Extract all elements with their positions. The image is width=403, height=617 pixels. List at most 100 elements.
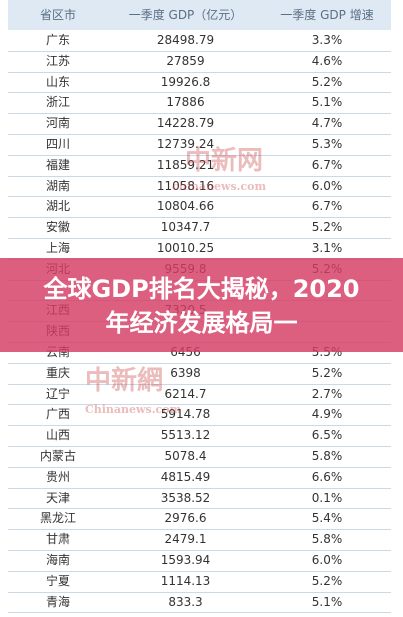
cell: 海南 xyxy=(45,553,70,567)
row-line xyxy=(8,508,391,510)
watermark: 中新網 xyxy=(85,366,164,396)
cell: 贵州 xyxy=(45,469,70,484)
cell: 1114.13 xyxy=(160,573,211,588)
watermark: 中新网 xyxy=(185,146,264,176)
cell: 福建 xyxy=(45,157,70,172)
cell: 3.3% xyxy=(311,33,343,47)
row-line xyxy=(8,425,391,427)
cell: 天津 xyxy=(45,490,70,505)
cell: 辽宁 xyxy=(45,386,70,401)
cell: 4.7% xyxy=(311,116,343,131)
cell: 5.1% xyxy=(311,594,343,609)
row-line xyxy=(8,92,391,94)
cell: 14228.79 xyxy=(156,116,215,131)
cell: 6.5% xyxy=(311,428,343,443)
cell: 6.7% xyxy=(311,199,343,214)
row-line xyxy=(8,404,391,406)
row-line xyxy=(8,612,391,614)
row-line xyxy=(8,217,391,219)
row-line xyxy=(8,175,391,177)
cell: 甘肃 xyxy=(45,532,70,547)
header-cell: 一季度 GDP（亿元） xyxy=(128,8,243,22)
cell: 山西 xyxy=(45,428,70,443)
row-line xyxy=(8,50,391,52)
row-line xyxy=(8,487,391,489)
cell: 河南 xyxy=(45,116,70,131)
cell: 5.2% xyxy=(311,74,343,89)
watermark: chinanews.com xyxy=(172,180,267,193)
cell: 6.7% xyxy=(311,157,343,172)
cell: 5078.4 xyxy=(164,449,207,463)
cell: 2.7% xyxy=(311,386,343,401)
cell: 6398 xyxy=(170,365,201,380)
row-line xyxy=(8,570,391,572)
row-line xyxy=(8,529,391,531)
cell: 11859.21 xyxy=(156,157,215,172)
cell: 重庆 xyxy=(45,365,70,380)
cell: 4815.49 xyxy=(160,469,211,484)
cell: 浙江 xyxy=(45,95,70,110)
cell: 3538.52 xyxy=(160,490,211,505)
cell: 0.1% xyxy=(311,490,343,505)
cell: 5.1% xyxy=(311,95,343,110)
row-line xyxy=(8,383,391,385)
cell: 27859 xyxy=(166,53,205,68)
cell: 5.8% xyxy=(311,449,343,463)
cell: 10010.25 xyxy=(156,241,215,255)
cell: 28498.79 xyxy=(156,33,215,47)
cell: 安徽 xyxy=(45,220,70,235)
cell: 江苏 xyxy=(45,53,70,68)
row-line xyxy=(8,134,391,135)
cell: 5.2% xyxy=(311,220,343,235)
cell: 1593.94 xyxy=(160,553,211,567)
cell: 5.8% xyxy=(311,532,343,547)
cell: 四川 xyxy=(45,137,70,151)
cell: 10804.66 xyxy=(156,199,215,214)
cell: 4.9% xyxy=(311,407,343,422)
cell: 5.3% xyxy=(311,137,343,151)
cell: 11058.16 xyxy=(156,178,215,193)
cell: 宁夏 xyxy=(45,573,70,588)
cell: 湖南 xyxy=(45,178,70,193)
cell: 6.6% xyxy=(311,469,343,484)
row-line xyxy=(8,113,391,115)
banner: 全球GDP排名大揭秘，2020年经济发展格局一 xyxy=(0,258,403,352)
cell: 2479.1 xyxy=(164,532,207,547)
cell: 内蒙古 xyxy=(39,449,76,463)
header-cell: 省区市 xyxy=(39,8,76,22)
cell: 6214.7 xyxy=(164,386,207,401)
cell: 6.0% xyxy=(311,178,343,193)
cell: 5513.12 xyxy=(160,428,211,443)
row-line xyxy=(8,591,391,593)
cell: 上海 xyxy=(45,241,70,255)
cell: 广东 xyxy=(45,33,70,47)
cell: 5.2% xyxy=(311,365,343,380)
row-line xyxy=(8,154,391,156)
row-line xyxy=(8,71,391,73)
cell: 湖北 xyxy=(45,199,70,214)
cell: 833.3 xyxy=(168,594,203,609)
cell: 黑龙江 xyxy=(39,511,76,526)
header-bg xyxy=(8,0,391,30)
cell: 3.1% xyxy=(311,241,343,255)
cell: 6.0% xyxy=(311,553,343,567)
banner-title: 全球GDP排名大揭秘，2020年经济发展格局一 xyxy=(43,275,360,337)
cell: 4.6% xyxy=(311,53,343,68)
cell: 10347.7 xyxy=(160,220,211,235)
row-line xyxy=(8,466,391,468)
cell: 5.2% xyxy=(311,573,343,588)
cell: 山东 xyxy=(45,74,70,89)
cell: 广西 xyxy=(45,407,70,422)
cell: 2976.6 xyxy=(164,511,207,526)
cell: 5914.78 xyxy=(160,407,211,422)
row-line xyxy=(8,362,391,364)
cell: 青海 xyxy=(45,594,70,609)
cell: 17886 xyxy=(166,95,205,110)
row-line xyxy=(8,446,391,447)
header-cell: 一季度 GDP 增速 xyxy=(280,8,374,22)
row-line xyxy=(8,550,391,551)
watermark: Chinanews.com xyxy=(85,403,182,416)
cell: 19926.8 xyxy=(160,74,211,89)
row-line xyxy=(8,238,391,239)
